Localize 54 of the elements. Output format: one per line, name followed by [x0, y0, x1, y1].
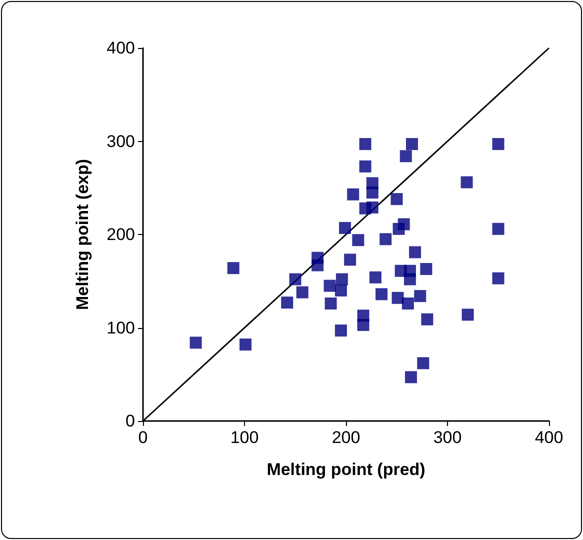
y-tick-label: 0	[126, 412, 135, 430]
x-tick-label: 400	[534, 428, 564, 447]
point	[334, 284, 347, 296]
point	[240, 338, 252, 351]
point	[380, 233, 392, 246]
y-axis-title: Melting point (exp)	[73, 158, 92, 310]
point	[324, 280, 336, 292]
y-tick-label: 400	[106, 38, 135, 58]
point	[366, 201, 378, 214]
x-tick-label: 0	[138, 428, 148, 447]
x-axis-title: Melting point (pred)	[266, 460, 426, 479]
point	[492, 222, 504, 235]
point	[281, 296, 294, 309]
x-tick-label: 100	[230, 428, 259, 447]
point	[390, 193, 403, 206]
point	[190, 336, 202, 349]
point	[289, 273, 302, 286]
point	[392, 292, 404, 304]
point	[334, 324, 347, 337]
point	[336, 273, 348, 286]
point	[347, 188, 360, 200]
y-tick-label: 300	[106, 132, 135, 151]
point	[344, 254, 356, 266]
y-tick-label: 100	[106, 318, 135, 338]
x-tick-label: 200	[332, 428, 360, 447]
point	[460, 176, 473, 188]
point	[352, 234, 364, 246]
point	[398, 218, 410, 230]
point	[312, 259, 324, 272]
point	[338, 222, 351, 234]
point	[404, 371, 417, 384]
point	[359, 138, 372, 150]
point	[417, 357, 430, 370]
point	[402, 298, 414, 310]
x-tick-label: 300	[433, 428, 462, 447]
point	[406, 138, 418, 150]
point	[296, 286, 308, 298]
point	[492, 138, 504, 150]
point	[492, 272, 504, 284]
point	[357, 318, 370, 331]
point	[359, 160, 372, 172]
point	[366, 186, 378, 199]
point	[409, 246, 422, 258]
point	[420, 263, 432, 276]
point	[404, 273, 416, 286]
point	[414, 290, 426, 302]
point	[369, 271, 382, 284]
y-tick-label: 200	[106, 225, 135, 244]
point	[324, 298, 337, 310]
point	[376, 288, 388, 300]
point	[421, 313, 434, 326]
point	[227, 262, 240, 274]
point	[462, 308, 474, 321]
point	[400, 150, 412, 162]
